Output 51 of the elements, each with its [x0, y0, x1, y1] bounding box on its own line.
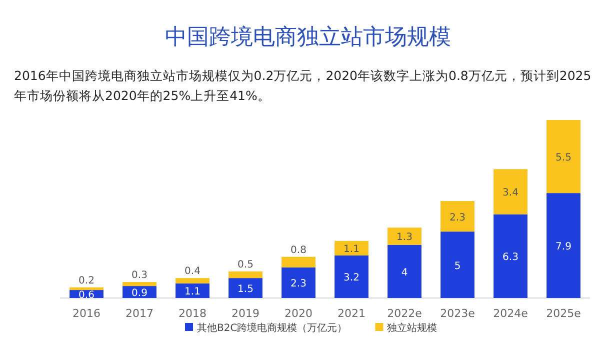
bar: [176, 283, 210, 298]
legend-label: 其他B2C跨境电商规模（万亿元）: [197, 322, 348, 334]
data-label: 1.1: [184, 286, 200, 298]
x-tick-label: 2021: [338, 307, 366, 320]
data-label: 6.3: [502, 252, 518, 264]
data-label: 1.3: [396, 232, 412, 244]
x-tick-label: 2023e: [440, 307, 476, 320]
data-label: 5: [454, 260, 461, 272]
data-label: 0.2: [78, 275, 94, 286]
bar: [494, 169, 528, 214]
bar: [546, 193, 580, 298]
bar: [176, 278, 210, 284]
bar: [228, 278, 262, 298]
data-label: 2.3: [290, 278, 306, 290]
legend-label: 独立站规模: [387, 322, 438, 334]
data-label: 0.8: [290, 244, 306, 256]
data-label: 5.5: [556, 152, 572, 164]
x-tick-label: 2016: [72, 307, 100, 320]
data-label: 3.2: [344, 272, 360, 284]
bar: [388, 228, 422, 245]
data-label: 0.3: [132, 270, 148, 282]
x-tick-label: 2025e: [546, 307, 582, 320]
bar: [440, 201, 474, 232]
chart-title: 中国跨境电商独立站市场规模: [164, 24, 452, 52]
data-label: 0.5: [238, 259, 254, 270]
bar: [122, 282, 156, 286]
data-label: 2.3: [450, 212, 466, 224]
x-tick-label: 2024e: [493, 307, 528, 320]
bar: [282, 256, 316, 268]
data-label: 0.9: [132, 288, 148, 300]
bar: [440, 232, 474, 298]
bar: [546, 120, 580, 194]
chart-subtitle: 2016年中国跨境电商独立站市场规模仅为0.2万亿元，2020年该数字上涨为0.8万亿元，预计到2025年市场份额将从2020年的25%上升至41%。: [14, 67, 592, 105]
bar: [334, 240, 368, 256]
data-label: 1.1: [344, 244, 360, 256]
bar: [388, 244, 422, 298]
bar: [282, 267, 316, 298]
x-tick-label: 2020: [284, 307, 312, 320]
bar: [494, 214, 528, 298]
data-label: 0.4: [184, 266, 200, 278]
data-label: 4: [401, 267, 408, 278]
bar: [228, 271, 262, 278]
x-tick-label: 2017: [126, 307, 154, 320]
x-tick-label: 2022e: [387, 307, 422, 320]
bar: [334, 255, 368, 298]
x-tick-label: 2019: [232, 307, 260, 320]
data-label: 7.9: [556, 242, 572, 253]
bar: [70, 287, 104, 290]
data-label: 3.4: [502, 188, 518, 199]
data-label: 1.5: [238, 284, 254, 296]
x-tick-label: 2018: [178, 307, 206, 320]
